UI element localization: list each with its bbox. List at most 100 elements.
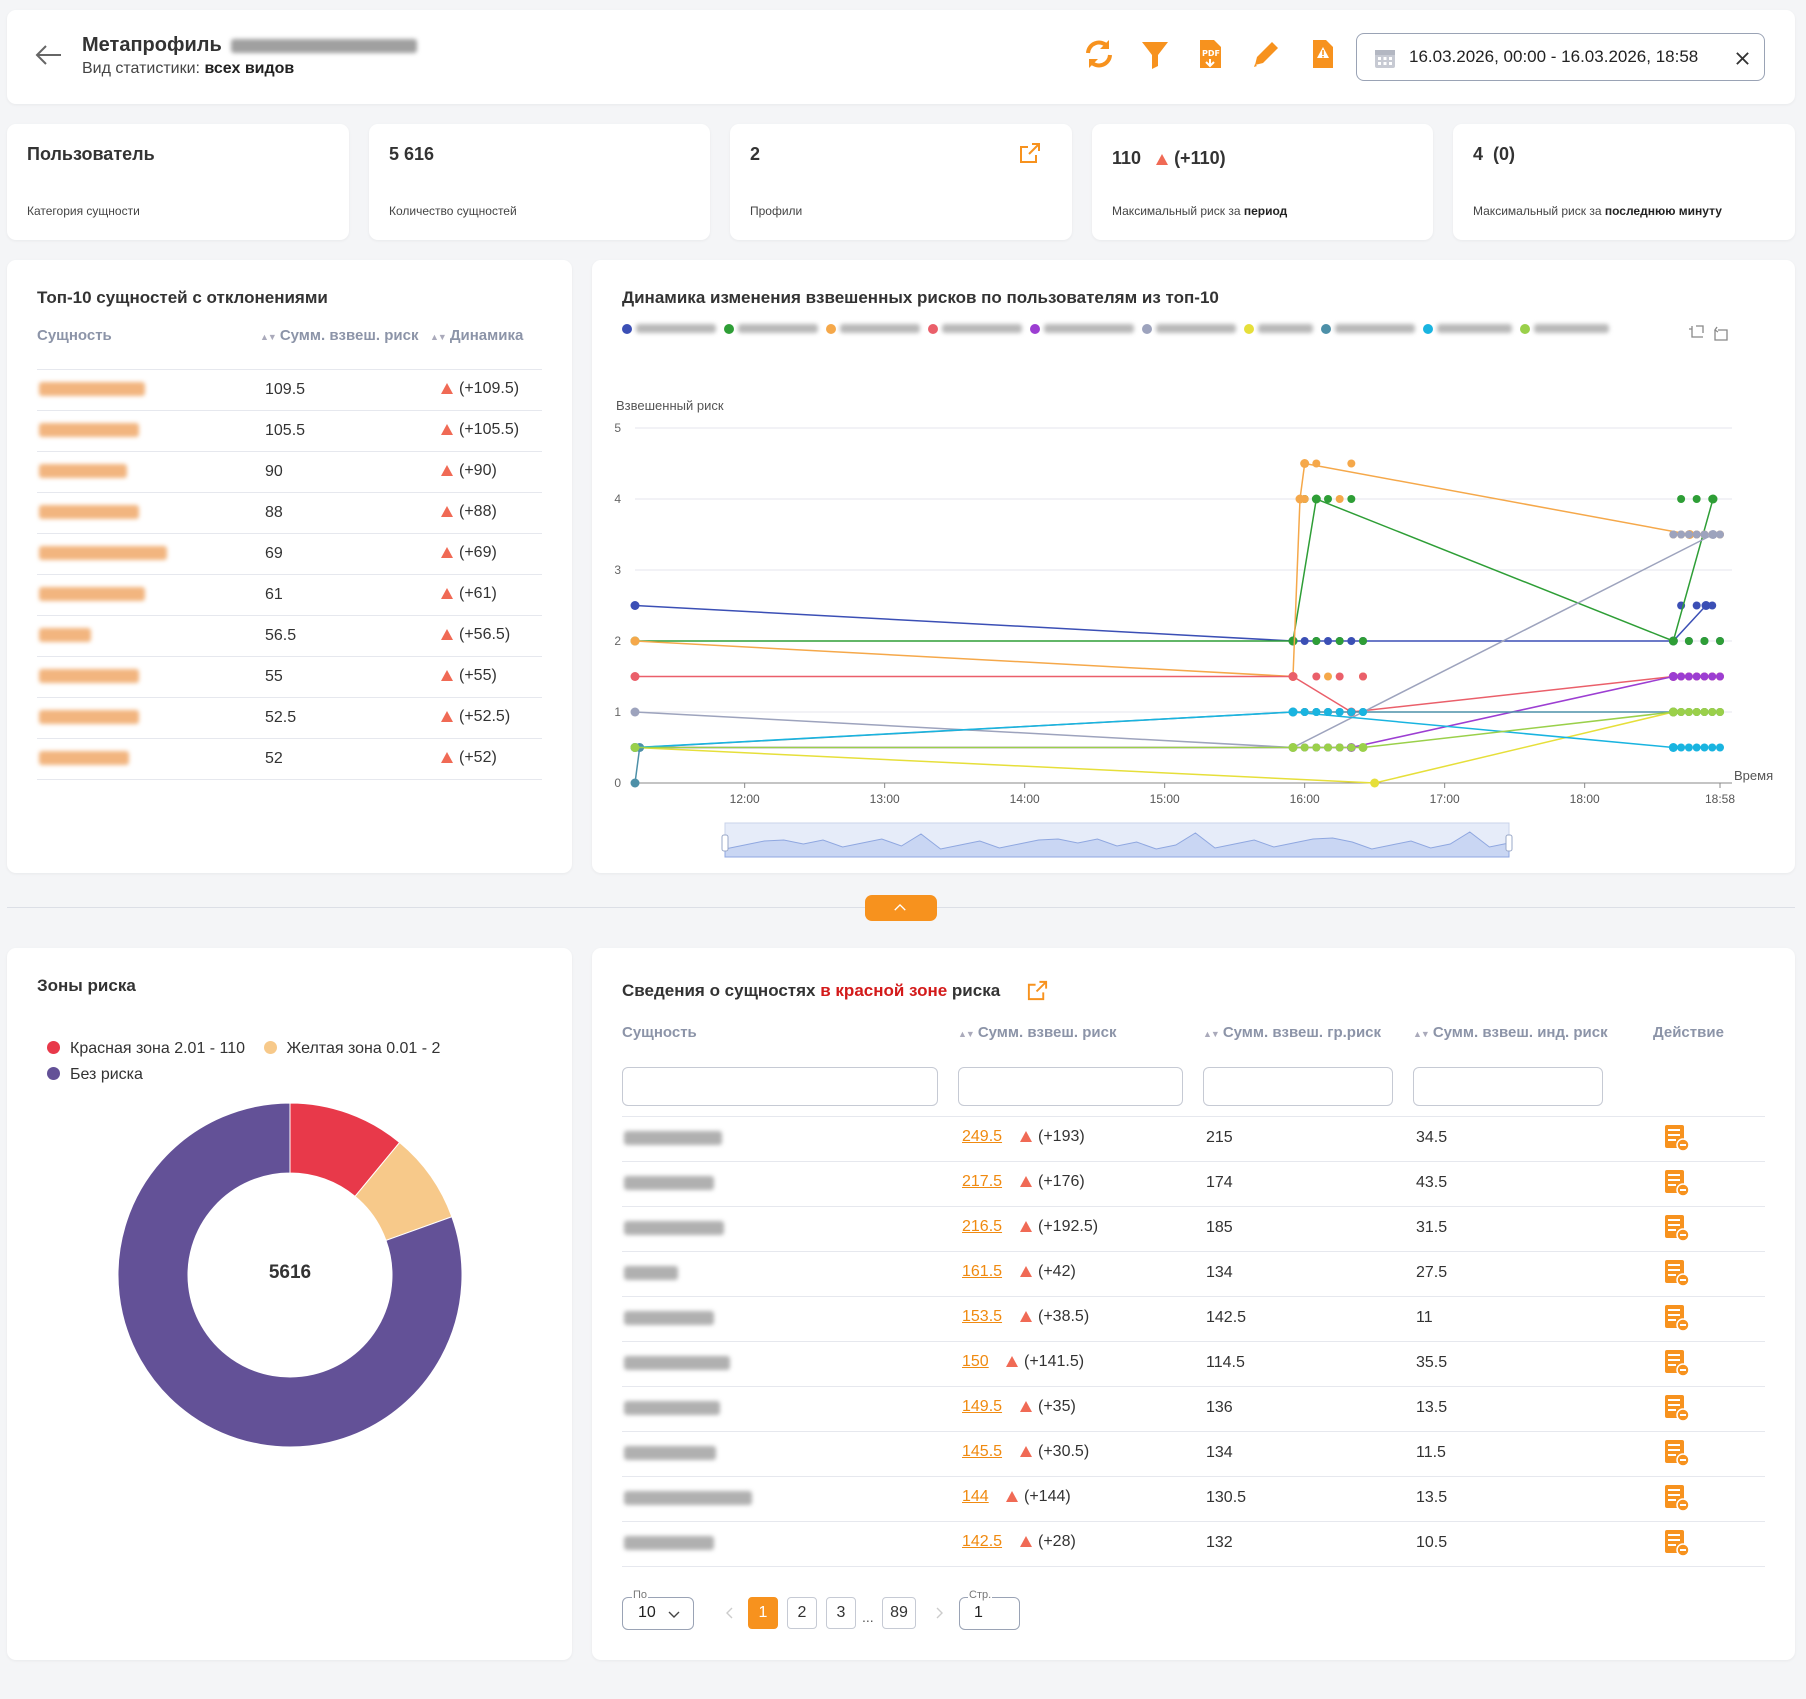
page-button-1[interactable]: 1 bbox=[748, 1597, 778, 1629]
chart-legend-item[interactable] bbox=[1244, 320, 1313, 338]
data-point[interactable] bbox=[1716, 708, 1724, 716]
data-point[interactable] bbox=[1324, 672, 1332, 681]
data-point[interactable] bbox=[1692, 530, 1701, 539]
data-point[interactable] bbox=[1684, 672, 1693, 681]
data-point[interactable] bbox=[1692, 601, 1701, 610]
page-button-2[interactable]: 2 bbox=[787, 1597, 817, 1629]
entity-details-report-icon[interactable] bbox=[1664, 1349, 1690, 1377]
data-point[interactable] bbox=[1708, 743, 1717, 752]
page-button-3[interactable]: 3 bbox=[826, 1597, 856, 1629]
clear-date-close-icon[interactable] bbox=[1735, 51, 1750, 66]
data-point[interactable] bbox=[1335, 495, 1344, 503]
data-point[interactable] bbox=[630, 743, 640, 752]
table-row[interactable]: 69 (+69) bbox=[37, 533, 542, 574]
data-point[interactable] bbox=[1300, 459, 1310, 468]
entity-risk-link[interactable]: 149.5 bbox=[962, 1398, 1003, 1415]
data-point[interactable] bbox=[1289, 743, 1297, 752]
entity-details-report-icon[interactable] bbox=[1664, 1259, 1690, 1287]
data-point[interactable] bbox=[1708, 672, 1717, 681]
data-point[interactable] bbox=[1677, 708, 1686, 716]
chart-legend-item[interactable] bbox=[1321, 320, 1415, 338]
data-point[interactable] bbox=[1669, 743, 1678, 752]
entity-risk-link[interactable]: 153.5 bbox=[962, 1308, 1003, 1325]
data-point[interactable] bbox=[1312, 672, 1321, 681]
data-point[interactable] bbox=[1347, 743, 1356, 752]
chart-legend-item[interactable] bbox=[826, 320, 920, 338]
chart-legend-item[interactable] bbox=[1423, 320, 1512, 338]
data-point[interactable] bbox=[1692, 708, 1701, 716]
per-page-select[interactable]: По 10 bbox=[622, 1589, 694, 1630]
data-point[interactable] bbox=[1684, 637, 1693, 645]
data-point[interactable] bbox=[1359, 672, 1367, 681]
data-point[interactable] bbox=[1370, 778, 1380, 788]
data-point[interactable] bbox=[1347, 708, 1356, 716]
data-point[interactable] bbox=[1716, 637, 1724, 645]
entity-risk-link[interactable]: 161.5 bbox=[962, 1263, 1003, 1280]
entity-details-report-icon[interactable] bbox=[1664, 1484, 1690, 1512]
page-button-89[interactable]: 89 bbox=[882, 1597, 916, 1629]
date-range-picker[interactable]: 16.03.2026, 00:00 - 16.03.2026, 18:58 bbox=[1356, 33, 1765, 81]
data-point[interactable] bbox=[630, 707, 640, 717]
data-point[interactable] bbox=[1669, 637, 1678, 645]
zones-legend-item-red[interactable]: Красная зона 2.01 - 110 bbox=[47, 1040, 245, 1057]
external-link-icon[interactable] bbox=[1026, 979, 1049, 1002]
data-point[interactable] bbox=[1677, 530, 1686, 539]
entity-risk-link[interactable]: 249.5 bbox=[962, 1128, 1003, 1145]
chart-legend-item[interactable] bbox=[1142, 320, 1236, 338]
zoom-handle-right[interactable] bbox=[1505, 834, 1513, 852]
refresh-icon[interactable] bbox=[1082, 37, 1116, 71]
chart-legend-item[interactable] bbox=[1520, 320, 1609, 338]
data-zoom-slider[interactable] bbox=[721, 822, 1513, 858]
entity-risk-link[interactable]: 216.5 bbox=[962, 1218, 1003, 1235]
data-point[interactable] bbox=[1324, 637, 1332, 645]
data-point[interactable] bbox=[1669, 672, 1678, 681]
chart-legend-item[interactable] bbox=[928, 320, 1022, 338]
data-point[interactable] bbox=[1312, 708, 1321, 716]
data-point[interactable] bbox=[1669, 530, 1678, 539]
data-point[interactable] bbox=[1684, 708, 1693, 716]
filter-risk-input[interactable] bbox=[958, 1067, 1183, 1106]
table-row[interactable]: 52.5 (+52.5) bbox=[37, 697, 542, 738]
data-point[interactable] bbox=[1708, 530, 1717, 539]
data-point[interactable] bbox=[630, 778, 640, 788]
back-arrow-icon[interactable] bbox=[35, 44, 63, 66]
top10-col-dynamics[interactable]: ▲▼ Динамика bbox=[430, 327, 524, 344]
data-point[interactable] bbox=[1708, 495, 1717, 503]
data-point[interactable] bbox=[1677, 495, 1686, 503]
table-row[interactable]: 61 (+61) bbox=[37, 574, 542, 615]
report-warning-icon[interactable] bbox=[1305, 37, 1339, 71]
chart-legend-item[interactable] bbox=[724, 320, 818, 338]
data-point[interactable] bbox=[1692, 743, 1701, 752]
entity-details-report-icon[interactable] bbox=[1664, 1439, 1690, 1467]
donut-slice[interactable] bbox=[117, 1102, 463, 1448]
zones-legend-item-none[interactable]: Без риска bbox=[47, 1066, 143, 1083]
table-row[interactable]: 109.5 (+109.5) bbox=[37, 369, 542, 410]
data-point[interactable] bbox=[1684, 743, 1693, 752]
table-row[interactable]: 90 (+90) bbox=[37, 451, 542, 492]
data-point[interactable] bbox=[1312, 637, 1321, 645]
entity-details-report-icon[interactable] bbox=[1664, 1529, 1690, 1557]
data-point[interactable] bbox=[1669, 708, 1678, 716]
data-point[interactable] bbox=[1716, 530, 1724, 539]
data-point[interactable] bbox=[1716, 743, 1724, 752]
data-point[interactable] bbox=[1684, 530, 1693, 539]
table-row[interactable]: 55 (+55) bbox=[37, 656, 542, 697]
data-point[interactable] bbox=[1324, 708, 1332, 716]
entity-details-report-icon[interactable] bbox=[1664, 1214, 1690, 1242]
data-point[interactable] bbox=[1700, 672, 1709, 681]
data-point[interactable] bbox=[1300, 743, 1309, 752]
data-point[interactable] bbox=[1335, 743, 1344, 752]
data-point[interactable] bbox=[1677, 672, 1686, 681]
data-point[interactable] bbox=[1347, 495, 1356, 503]
data-point[interactable] bbox=[1692, 495, 1701, 503]
data-point[interactable] bbox=[1324, 495, 1332, 503]
entity-risk-link[interactable]: 145.5 bbox=[962, 1443, 1003, 1460]
prev-page-icon[interactable] bbox=[726, 1607, 734, 1619]
data-point[interactable] bbox=[1335, 672, 1344, 681]
data-point[interactable] bbox=[630, 672, 640, 681]
data-point[interactable] bbox=[1359, 637, 1367, 645]
data-point[interactable] bbox=[1716, 672, 1724, 681]
data-point[interactable] bbox=[1708, 708, 1717, 716]
entity-details-report-icon[interactable] bbox=[1664, 1169, 1690, 1197]
data-point[interactable] bbox=[1335, 637, 1344, 645]
